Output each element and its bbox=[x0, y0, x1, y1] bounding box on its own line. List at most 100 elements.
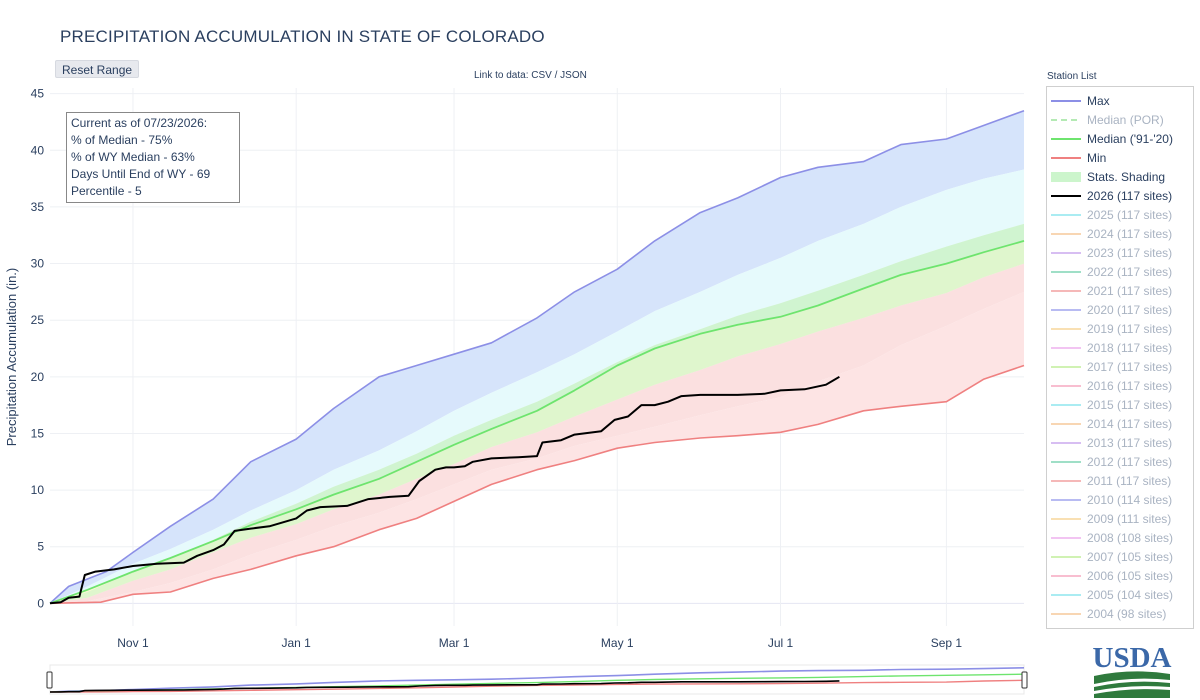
legend-swatch bbox=[1051, 570, 1081, 582]
legend-swatch bbox=[1051, 228, 1081, 240]
legend-item[interactable]: 2010 (114 sites) bbox=[1047, 490, 1193, 509]
legend-label: 2009 (111 sites) bbox=[1087, 511, 1172, 526]
legend-item[interactable]: 2020 (117 sites) bbox=[1047, 300, 1193, 319]
legend-label: Min bbox=[1087, 150, 1107, 165]
legend-label: 2018 (117 sites) bbox=[1087, 340, 1173, 355]
x-tick-label: Nov 1 bbox=[117, 636, 149, 650]
legend-label: 2007 (105 sites) bbox=[1087, 549, 1174, 564]
series-line-max[interactable] bbox=[49, 109, 1025, 604]
legend-item[interactable]: 2019 (117 sites) bbox=[1047, 319, 1193, 338]
legend-label: 2013 (117 sites) bbox=[1087, 435, 1173, 450]
y-tick-label: 5 bbox=[37, 540, 44, 554]
y-tick-label: 0 bbox=[37, 596, 44, 610]
legend-swatch bbox=[1051, 456, 1081, 468]
legend-swatch bbox=[1051, 589, 1081, 601]
range-slider-right-handle[interactable] bbox=[1021, 671, 1028, 689]
legend-label: 2024 (117 sites) bbox=[1087, 226, 1173, 241]
series-line-min[interactable] bbox=[49, 364, 1025, 605]
legend-item[interactable]: 2026 (117 sites) bbox=[1047, 186, 1193, 205]
legend-swatch bbox=[1051, 114, 1081, 126]
x-tick-label: May 1 bbox=[601, 636, 634, 650]
legend-label: Stats. Shading bbox=[1087, 169, 1166, 184]
stats-shading-inner bbox=[50, 223, 1024, 604]
legend-item[interactable]: 2011 (117 sites) bbox=[1047, 471, 1193, 490]
legend-label: 2020 (117 sites) bbox=[1087, 302, 1173, 317]
legend-label: 2026 (117 sites) bbox=[1087, 188, 1173, 203]
y-axis-title: Precipitation Accumulation (in.) bbox=[4, 268, 19, 446]
y-tick-label: 30 bbox=[31, 257, 45, 271]
legend-item[interactable]: 2024 (117 sites) bbox=[1047, 224, 1193, 243]
stats-percentile: Percentile - 5 bbox=[71, 184, 142, 198]
legend-item[interactable]: 2012 (117 sites) bbox=[1047, 452, 1193, 471]
legend-item[interactable]: 2009 (111 sites) bbox=[1047, 509, 1193, 528]
legend-swatch bbox=[1051, 133, 1081, 145]
legend-label: Median (POR) bbox=[1087, 112, 1164, 127]
x-tick-label: Mar 1 bbox=[439, 636, 470, 650]
legend-item[interactable]: Min bbox=[1047, 148, 1193, 167]
legend-item[interactable]: Stats. Shading bbox=[1047, 167, 1193, 186]
legend-item[interactable]: Median (POR) bbox=[1047, 110, 1193, 129]
legend-swatch bbox=[1051, 190, 1081, 202]
legend-item[interactable]: 2018 (117 sites) bbox=[1047, 338, 1193, 357]
csv-link[interactable]: CSV bbox=[531, 70, 552, 81]
reset-range-button[interactable]: Reset Range bbox=[55, 60, 140, 78]
legend-item[interactable]: 2025 (117 sites) bbox=[1047, 205, 1193, 224]
legend-item[interactable]: Median ('91-'20) bbox=[1047, 129, 1193, 148]
usda-logo-field bbox=[1094, 671, 1170, 698]
legend-swatch bbox=[1051, 152, 1081, 164]
station-list-title: Station List bbox=[1047, 71, 1097, 82]
legend-item[interactable]: 2022 (117 sites) bbox=[1047, 262, 1193, 281]
legend-swatch bbox=[1051, 475, 1081, 487]
shading-p30-p10 bbox=[50, 263, 1024, 604]
legend-item[interactable]: 2004 (98 sites) bbox=[1047, 604, 1193, 623]
legend-swatch bbox=[1051, 399, 1081, 411]
legend-swatch bbox=[1051, 437, 1081, 449]
legend-item[interactable]: 2014 (117 sites) bbox=[1047, 414, 1193, 433]
legend-item[interactable]: 2015 (117 sites) bbox=[1047, 395, 1193, 414]
legend-item[interactable]: 2017 (117 sites) bbox=[1047, 357, 1193, 376]
legend-item[interactable]: 2021 (117 sites) bbox=[1047, 281, 1193, 300]
legend-swatch bbox=[1051, 171, 1081, 183]
legend-label: 2016 (117 sites) bbox=[1087, 378, 1173, 393]
legend-swatch bbox=[1051, 95, 1081, 107]
legend-item[interactable]: 2023 (117 sites) bbox=[1047, 243, 1193, 262]
legend-label: Max bbox=[1087, 93, 1110, 108]
legend-swatch bbox=[1051, 513, 1081, 525]
legend-swatch bbox=[1051, 342, 1081, 354]
series-line-2026[interactable] bbox=[49, 375, 840, 605]
legend-swatch bbox=[1051, 285, 1081, 297]
legend-swatch bbox=[1051, 608, 1081, 620]
usda-logo: USDA bbox=[1093, 642, 1172, 698]
legend-swatch bbox=[1051, 532, 1081, 544]
legend-item[interactable]: 2006 (105 sites) bbox=[1047, 566, 1193, 585]
legend-item[interactable]: 2016 (117 sites) bbox=[1047, 376, 1193, 395]
usda-logo-text: USDA bbox=[1093, 642, 1172, 674]
stats-days-until-end: Days Until End of WY - 69 bbox=[71, 167, 211, 181]
legend-swatch bbox=[1051, 380, 1081, 392]
legend-swatch bbox=[1051, 494, 1081, 506]
json-link[interactable]: JSON bbox=[560, 70, 587, 81]
legend-item[interactable]: 2013 (117 sites) bbox=[1047, 433, 1193, 452]
data-link: Link to data: CSV / JSON bbox=[474, 70, 587, 81]
legend-label: 2022 (117 sites) bbox=[1087, 264, 1173, 279]
x-tick-label: Jul 1 bbox=[768, 636, 794, 650]
legend-label: 2021 (117 sites) bbox=[1087, 283, 1173, 298]
legend-item[interactable]: Max bbox=[1047, 91, 1193, 110]
chart-title: PRECIPITATION ACCUMULATION IN STATE OF C… bbox=[60, 27, 545, 46]
range-slider-line-2026 bbox=[49, 680, 840, 693]
stats-current-date: Current as of 07/23/2026: bbox=[71, 116, 208, 130]
legend-item[interactable]: 2005 (104 sites) bbox=[1047, 585, 1193, 604]
legend-item[interactable]: 2008 (108 sites) bbox=[1047, 528, 1193, 547]
series-line-median[interactable] bbox=[49, 240, 1025, 605]
y-tick-label: 10 bbox=[31, 483, 45, 497]
legend-item[interactable]: 2007 (105 sites) bbox=[1047, 547, 1193, 566]
legend-swatch bbox=[1051, 323, 1081, 335]
range-slider-line-max bbox=[49, 667, 1025, 693]
legend-label: 2025 (117 sites) bbox=[1087, 207, 1173, 222]
legend-label: 2019 (117 sites) bbox=[1087, 321, 1173, 336]
range-slider-left-handle[interactable] bbox=[46, 671, 53, 689]
usda-logo-furrow bbox=[1094, 678, 1170, 687]
legend-label: 2012 (117 sites) bbox=[1087, 454, 1173, 469]
y-tick-label: 15 bbox=[31, 426, 45, 440]
